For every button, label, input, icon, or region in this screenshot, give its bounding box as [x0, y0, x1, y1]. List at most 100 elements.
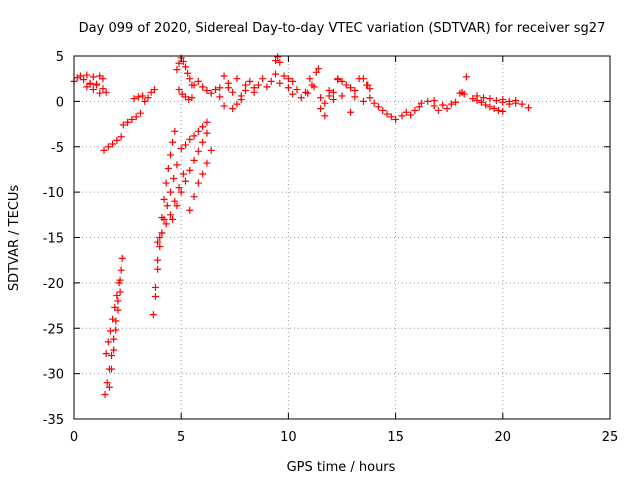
data-point	[100, 146, 108, 154]
y-axis-label: SDTVAR / TECUs	[7, 185, 22, 292]
data-point	[284, 75, 292, 83]
data-point	[338, 77, 346, 85]
data-point	[181, 63, 189, 71]
data-point	[199, 83, 207, 91]
data-point	[392, 116, 400, 124]
data-point	[181, 177, 189, 185]
data-point	[366, 85, 374, 93]
data-point	[525, 104, 533, 112]
data-point	[351, 93, 359, 101]
data-point	[480, 94, 488, 102]
data-point	[329, 96, 337, 104]
data-point	[430, 102, 438, 110]
data-point	[163, 202, 171, 210]
data-point	[212, 86, 220, 94]
data-point	[415, 103, 423, 111]
data-point	[93, 81, 101, 89]
data-point	[76, 72, 84, 80]
data-point	[101, 390, 109, 398]
data-point	[177, 145, 185, 153]
data-point	[83, 71, 91, 79]
data-point	[89, 86, 97, 94]
data-point	[190, 156, 198, 164]
data-point	[130, 95, 138, 103]
data-point	[417, 99, 425, 107]
data-point	[460, 90, 468, 98]
data-point	[132, 113, 140, 121]
data-point	[359, 97, 367, 105]
y-tick-label: -25	[43, 322, 64, 337]
data-point	[115, 279, 123, 287]
data-point	[156, 234, 164, 241]
data-point	[166, 151, 174, 159]
data-point	[203, 129, 211, 137]
data-point	[144, 94, 152, 102]
data-point	[175, 86, 183, 94]
data-point	[370, 99, 378, 107]
data-point	[109, 140, 117, 148]
data-point	[439, 101, 447, 109]
data-point	[110, 335, 118, 343]
y-tick-label: 5	[56, 50, 64, 65]
data-point	[366, 94, 374, 102]
x-tick-label: 20	[495, 430, 512, 445]
data-point	[194, 127, 202, 135]
data-point	[220, 102, 228, 110]
x-tick-label: 5	[177, 430, 185, 445]
data-point	[199, 170, 207, 178]
data-point	[80, 76, 88, 84]
y-tick-label: -20	[43, 277, 64, 292]
data-point	[246, 77, 254, 85]
data-point	[379, 106, 387, 114]
data-point	[186, 135, 194, 143]
data-point	[109, 315, 117, 323]
data-point	[329, 88, 337, 96]
data-point	[321, 112, 329, 120]
data-point	[342, 81, 350, 89]
y-tick-label: -35	[43, 413, 64, 428]
data-point	[156, 243, 164, 251]
data-point	[387, 113, 395, 121]
x-tick-label: 25	[602, 430, 619, 445]
data-point	[154, 238, 162, 246]
data-point	[139, 92, 147, 100]
data-point	[447, 100, 455, 108]
data-point	[242, 86, 250, 94]
data-point	[179, 170, 187, 178]
x-tick-label: 10	[280, 430, 297, 445]
data-point	[272, 57, 280, 65]
data-point	[171, 197, 179, 205]
data-point	[173, 161, 181, 169]
data-point	[482, 101, 490, 109]
data-point	[170, 175, 178, 183]
data-point	[171, 127, 179, 135]
points-layer	[70, 53, 533, 398]
data-point	[499, 96, 507, 104]
data-point	[374, 103, 382, 111]
data-point	[149, 311, 157, 319]
data-point	[314, 65, 322, 73]
data-point	[99, 85, 107, 93]
grid-layer	[74, 56, 610, 419]
y-tick-label: -15	[43, 232, 64, 247]
data-point	[104, 143, 112, 151]
data-point	[276, 79, 284, 87]
data-point	[289, 77, 297, 85]
data-point	[280, 72, 288, 80]
data-point	[473, 92, 481, 100]
data-point	[203, 86, 211, 94]
y-tick-label: -30	[43, 368, 64, 383]
data-point	[117, 133, 125, 141]
data-point	[154, 265, 162, 273]
data-point	[220, 72, 228, 80]
data-point	[160, 195, 168, 203]
data-point	[308, 81, 316, 89]
data-point	[73, 74, 81, 82]
data-point	[154, 256, 162, 264]
data-point	[114, 297, 122, 305]
data-point	[105, 383, 113, 391]
data-point	[492, 96, 500, 104]
data-point	[334, 75, 342, 83]
data-point	[89, 73, 97, 81]
